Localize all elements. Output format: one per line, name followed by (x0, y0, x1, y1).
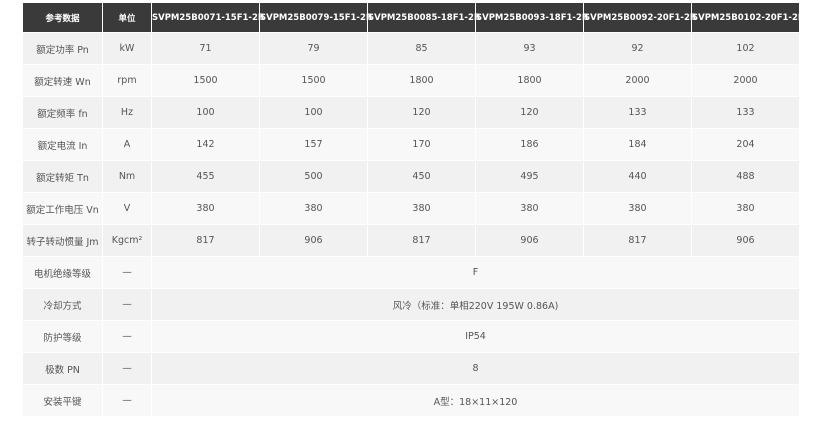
value-cell: 1800 (475, 64, 584, 97)
table-row: 额定功率 Pn kW 71 79 85 93 92 102 (22, 32, 800, 65)
value-cell: 906 (259, 224, 368, 257)
table-row: 电机绝缘等级 — F (22, 256, 800, 289)
value-cell: 85 (367, 32, 476, 65)
row-label: 电机绝缘等级 (22, 256, 103, 289)
table-row: 额定电流 In A 142 157 170 186 184 204 (22, 128, 800, 161)
value-cell: 风冷（标准：单相220V 195W 0.86A) (151, 288, 800, 321)
row-label: 冷却方式 (22, 288, 103, 321)
unit-cell: Kgcm² (102, 224, 152, 257)
header-cell: SVPM25B0085-18F1-2R (367, 2, 480, 33)
value-cell: 133 (691, 96, 800, 129)
spec-table-wrap: 参考数据 单位 SVPM25B0071-15F1-2R SVPM25B0079-15F… (22, 2, 804, 417)
unit-cell: — (102, 320, 152, 353)
value-cell: 71 (151, 32, 260, 65)
value-cell: 380 (583, 192, 692, 225)
table-row: 额定频率 fn Hz 100 100 120 120 133 133 (22, 96, 800, 129)
unit-cell: Nm (102, 160, 152, 193)
table-header: 参考数据 单位 SVPM25B0071-15F1-2R SVPM25B0079-15F… (22, 2, 804, 33)
table-row: 防护等级 — IP54 (22, 320, 800, 353)
value-cell: 102 (691, 32, 800, 65)
value-cell: 184 (583, 128, 692, 161)
value-cell: F (151, 256, 800, 289)
header-row: 参考数据 单位 SVPM25B0071-15F1-2R SVPM25B0079-15F… (22, 2, 804, 33)
table-row: 极数 PN —8 (22, 352, 800, 385)
value-cell: 142 (151, 128, 260, 161)
row-label: 极数 PN (22, 352, 103, 385)
table-row: 额定工作电压 Vn V 380 380 380 380 380 380 (22, 192, 800, 225)
value-cell: 8 (151, 352, 800, 385)
header-cell: SVPM25B0092-20F1-2R (583, 2, 696, 33)
unit-cell: — (102, 256, 152, 289)
value-cell: 204 (691, 128, 800, 161)
value-cell: 120 (475, 96, 584, 129)
table-row: 额定转速 Wn rpm 1500 1500 1800 1800 2000 2000 (22, 64, 800, 97)
header-cell: SVPM25B0071-15F1-2R (151, 2, 264, 33)
value-cell: 817 (583, 224, 692, 257)
row-label: 安装平键 (22, 384, 103, 417)
value-cell: 120 (367, 96, 476, 129)
row-label: 额定转速 Wn (22, 64, 103, 97)
value-cell: 93 (475, 32, 584, 65)
table-row: 额定转矩 Tn Nm 455 500 450 495 440 488 (22, 160, 800, 193)
unit-cell: — (102, 288, 152, 321)
value-cell: 380 (367, 192, 476, 225)
unit-cell: A (102, 128, 152, 161)
header-cell: SVPM25B0102-20F1-2R (691, 2, 804, 33)
value-cell: 817 (367, 224, 476, 257)
value-cell: 1500 (151, 64, 260, 97)
value-cell: 455 (151, 160, 260, 193)
value-cell: 100 (151, 96, 260, 129)
table-body: 额定功率 Pn kW 71 79 85 93 92 102 额定转速 Wn rpm 1500 1500… (22, 32, 800, 417)
value-cell: 79 (259, 32, 368, 65)
table-row: 转子转动惯量 Jm Kgcm² 817 906 817 906 817 906 (22, 224, 800, 257)
value-cell: 92 (583, 32, 692, 65)
row-label: 防护等级 (22, 320, 103, 353)
unit-cell: — (102, 352, 152, 385)
value-cell: 157 (259, 128, 368, 161)
value-cell: 186 (475, 128, 584, 161)
value-cell: 450 (367, 160, 476, 193)
row-label: 额定工作电压 Vn (22, 192, 103, 225)
row-label: 额定功率 Pn (22, 32, 103, 65)
row-label: 转子转动惯量 Jm (22, 224, 103, 257)
value-cell: 100 (259, 96, 368, 129)
value-cell: 2000 (583, 64, 692, 97)
value-cell: 906 (475, 224, 584, 257)
value-cell: 495 (475, 160, 584, 193)
value-cell: 380 (151, 192, 260, 225)
value-cell: 817 (151, 224, 260, 257)
table-row: 安装平键 — A型：18×11×120 (22, 384, 800, 417)
unit-cell: rpm (102, 64, 152, 97)
value-cell: IP54 (151, 320, 800, 353)
row-label: 额定电流 In (22, 128, 103, 161)
header-cell: SVPM25B0093-18F1-2R (475, 2, 588, 33)
header-cell: 参考数据 (22, 2, 103, 33)
value-cell: 1500 (259, 64, 368, 97)
value-cell: 2000 (691, 64, 800, 97)
header-cell: 单位 (102, 2, 152, 33)
table-row: 冷却方式 — 风冷（标准：单相220V 195W 0.86A) (22, 288, 800, 321)
header-cell: SVPM25B0079-15F1-2R (259, 2, 372, 33)
value-cell: 170 (367, 128, 476, 161)
unit-cell: kW (102, 32, 152, 65)
value-cell: 500 (259, 160, 368, 193)
value-cell: 906 (691, 224, 800, 257)
unit-cell: — (102, 384, 152, 417)
row-label: 额定频率 fn (22, 96, 103, 129)
spec-table: 参考数据 单位 SVPM25B0071-15F1-2R SVPM25B0079-15F… (22, 2, 804, 417)
value-cell: 1800 (367, 64, 476, 97)
value-cell: 380 (475, 192, 584, 225)
value-cell: 488 (691, 160, 800, 193)
value-cell: 440 (583, 160, 692, 193)
unit-cell: Hz (102, 96, 152, 129)
value-cell: 133 (583, 96, 692, 129)
row-label: 额定转矩 Tn (22, 160, 103, 193)
value-cell: A型：18×11×120 (151, 384, 800, 417)
value-cell: 380 (259, 192, 368, 225)
unit-cell: V (102, 192, 152, 225)
value-cell: 380 (691, 192, 800, 225)
